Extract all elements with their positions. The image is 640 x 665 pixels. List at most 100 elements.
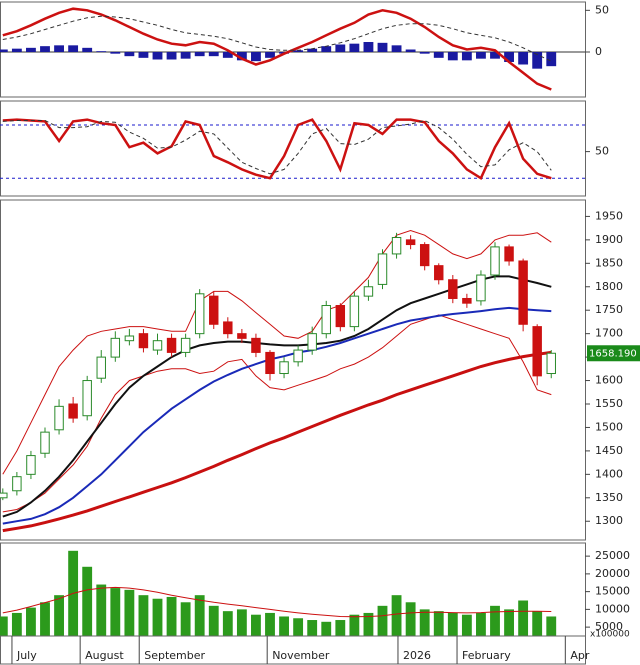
candle-body xyxy=(12,476,22,492)
unit-label: x100000 xyxy=(590,630,630,640)
candle-body xyxy=(504,246,514,262)
x-tick-label: July xyxy=(16,649,37,662)
volume-bar xyxy=(251,614,261,636)
overlay-line xyxy=(2,229,552,475)
histogram-bar xyxy=(363,42,374,52)
volume-bar xyxy=(138,595,149,636)
histogram-bar xyxy=(307,48,318,52)
x-axis-frame xyxy=(0,635,586,665)
x-tick-label: September xyxy=(144,649,205,662)
histogram-bar xyxy=(82,47,93,52)
candle-body xyxy=(237,333,247,339)
x-tick-label: 2026 xyxy=(403,649,431,662)
volume-bar xyxy=(419,609,430,636)
last-price-label: 1658.190 xyxy=(589,348,637,359)
macd-line xyxy=(2,15,552,62)
panel-frame xyxy=(0,100,586,197)
histogram-bar xyxy=(546,52,557,67)
volume-bar xyxy=(293,618,304,636)
volume-bar xyxy=(321,621,332,636)
histogram-bar xyxy=(222,52,233,58)
y-tick-label: 1400 xyxy=(595,467,623,480)
histogram-bar xyxy=(40,46,50,52)
volume-bar xyxy=(222,611,233,636)
candle-body xyxy=(349,295,360,328)
volume-bar xyxy=(96,584,107,636)
y-tick-label: 1300 xyxy=(595,514,623,527)
candle-body xyxy=(476,274,486,302)
volume-bar xyxy=(447,612,458,636)
volume-bar xyxy=(166,596,177,636)
y-tick-label: 25000 xyxy=(595,549,630,562)
candle-body xyxy=(405,239,416,246)
volume-bar xyxy=(26,607,36,636)
histogram-bar xyxy=(532,52,543,69)
volume-bar xyxy=(335,620,346,636)
histogram-bar xyxy=(110,52,121,54)
candle-body xyxy=(518,260,528,325)
histogram-bar xyxy=(405,49,416,52)
histogram-bar xyxy=(124,52,135,57)
y-tick-label: 1850 xyxy=(595,256,623,269)
y-tick-label: 20000 xyxy=(595,567,630,580)
y-tick-label: 1950 xyxy=(595,209,623,222)
volume-bar xyxy=(11,612,22,636)
y-tick-label: 50 xyxy=(595,145,609,158)
histogram-bar xyxy=(251,52,261,62)
candle-body xyxy=(307,333,317,351)
candle-body xyxy=(490,246,500,276)
volume-bar xyxy=(461,614,472,636)
histogram-bar xyxy=(265,52,275,58)
histogram-bar xyxy=(0,49,8,52)
histogram-bar xyxy=(504,52,514,62)
volume-bar xyxy=(490,605,500,636)
candle-body xyxy=(251,337,261,353)
candle-body xyxy=(40,431,50,454)
histogram-bar xyxy=(476,52,486,59)
candle-body xyxy=(532,326,542,377)
volume-bar xyxy=(40,602,50,636)
volume-bar xyxy=(532,611,543,636)
volume-bar xyxy=(208,605,219,636)
histogram-bar xyxy=(54,45,64,52)
overlay-line xyxy=(2,350,552,533)
candle-body xyxy=(434,265,444,281)
histogram-bar xyxy=(236,52,247,61)
volume-bar xyxy=(124,589,135,636)
candle-body xyxy=(223,321,233,335)
volume-bar xyxy=(518,600,529,636)
stochastic-line xyxy=(2,118,552,181)
histogram-bar xyxy=(461,52,472,61)
volume-bar xyxy=(504,609,514,636)
y-tick-label: 0 xyxy=(595,45,602,58)
panel-frame xyxy=(0,199,586,541)
candle-body xyxy=(82,380,92,417)
histogram-bar xyxy=(391,45,402,52)
x-tick-label: February xyxy=(462,649,511,662)
last-price-box xyxy=(587,345,640,362)
y-tick-label: 15000 xyxy=(595,585,630,598)
volume-average xyxy=(2,586,552,618)
histogram-bar xyxy=(180,52,191,59)
candle-body xyxy=(448,279,458,299)
histogram-bar xyxy=(152,52,163,60)
candle-body xyxy=(293,349,303,363)
histogram-bar xyxy=(68,45,79,52)
candle-body xyxy=(363,286,374,297)
volume-bar xyxy=(377,605,388,636)
y-tick-label: 1800 xyxy=(595,280,623,293)
y-tick-label: 1900 xyxy=(595,233,623,246)
volume-bar xyxy=(476,612,486,636)
histogram-bar xyxy=(518,52,529,65)
y-tick-label: 1700 xyxy=(595,327,623,340)
y-tick-label: 1350 xyxy=(595,491,623,504)
y-tick-label: 1600 xyxy=(595,374,623,387)
volume-bar xyxy=(110,588,121,636)
candle-body xyxy=(265,351,275,375)
candle-body xyxy=(335,305,346,328)
histogram-bar xyxy=(335,44,346,52)
x-tick-label: August xyxy=(85,649,124,662)
volume-bar xyxy=(180,602,191,636)
histogram-bar xyxy=(293,50,304,52)
